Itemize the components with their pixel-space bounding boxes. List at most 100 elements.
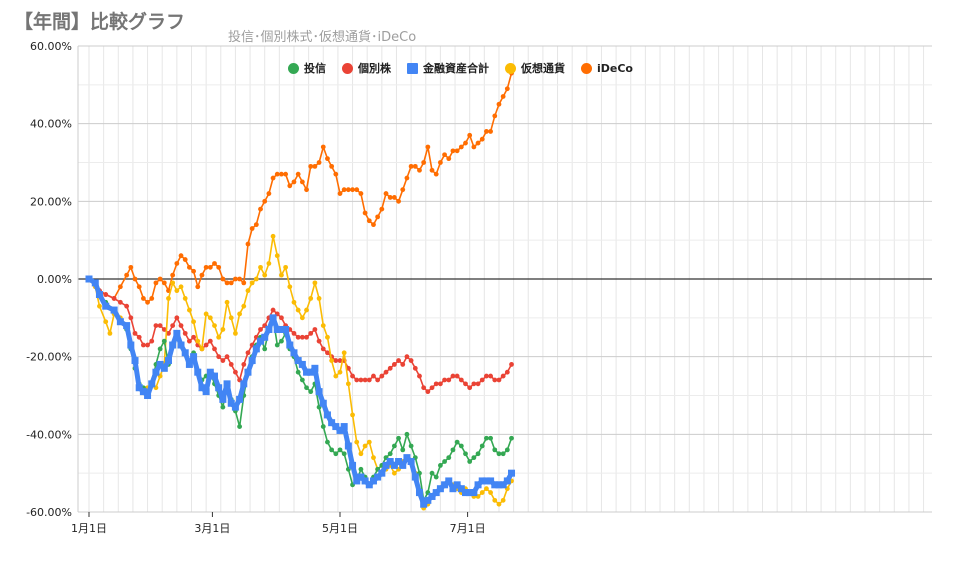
data-point (178, 323, 184, 328)
data-point (458, 443, 464, 449)
data-point (294, 357, 302, 365)
data-point (304, 187, 309, 193)
data-point (274, 253, 280, 259)
data-point (212, 261, 217, 266)
data-point (153, 323, 159, 328)
chart-subtitle: 投信･個別株式･仮想通貨･iDeCo (228, 30, 417, 45)
data-point (277, 325, 285, 333)
data-point (315, 388, 323, 396)
data-point (136, 334, 142, 340)
data-point (450, 148, 456, 154)
data-point (224, 299, 230, 305)
data-point (249, 280, 255, 286)
data-point (446, 377, 452, 383)
data-point (187, 307, 192, 313)
data-point (273, 325, 281, 333)
data-point (408, 163, 414, 169)
data-point (337, 358, 343, 363)
series-line (88, 72, 513, 304)
data-point (228, 315, 234, 321)
data-point (181, 349, 189, 357)
data-point (492, 377, 498, 383)
data-point (396, 358, 401, 363)
data-point (375, 214, 381, 220)
data-point (400, 362, 406, 367)
data-point (396, 198, 401, 204)
data-point (241, 280, 247, 286)
data-point (164, 357, 172, 365)
data-point (295, 369, 301, 375)
data-point (432, 489, 440, 497)
data-point (399, 461, 407, 469)
data-point (233, 369, 238, 375)
data-point (487, 477, 495, 485)
legend-swatch (407, 62, 418, 74)
data-point (316, 338, 322, 344)
data-point (369, 477, 377, 485)
data-point (390, 461, 398, 469)
data-point (509, 362, 514, 367)
data-point (220, 327, 226, 332)
data-point (333, 171, 339, 177)
x-tick-label: 5月1日 (322, 522, 358, 535)
legend-item[interactable]: iDeCo (581, 60, 633, 76)
data-point (174, 261, 180, 266)
data-point (307, 368, 315, 376)
data-point (228, 280, 234, 286)
legend-item[interactable]: 金融資産合計 (407, 60, 489, 76)
data-point (467, 132, 473, 138)
data-point (350, 187, 355, 193)
data-point (187, 264, 192, 270)
data-point (199, 346, 205, 352)
series-3 (85, 275, 516, 508)
y-tick-label: 20.00% (30, 195, 72, 208)
data-point (212, 346, 217, 352)
data-point (325, 334, 330, 340)
data-point (237, 276, 243, 282)
legend-item[interactable]: 仮想通貨 (505, 60, 565, 76)
x-tick-label: 1月1日 (71, 522, 107, 535)
data-point (408, 358, 414, 363)
data-point (495, 481, 503, 489)
data-point (132, 276, 138, 282)
data-point (191, 268, 196, 274)
data-point (492, 447, 498, 453)
data-point (379, 206, 385, 212)
data-point (366, 377, 372, 383)
legend-item[interactable]: 個別株 (342, 60, 391, 76)
data-point (136, 284, 142, 290)
data-point (295, 171, 301, 177)
data-point (492, 497, 498, 503)
legend-item[interactable]: 投信 (288, 60, 326, 76)
data-point (224, 280, 230, 286)
data-point (295, 307, 301, 313)
data-point (403, 454, 411, 462)
data-point (187, 338, 192, 344)
data-point (253, 222, 259, 228)
data-point (270, 175, 276, 181)
data-point (95, 291, 103, 299)
data-point (157, 346, 163, 352)
grid-lines (77, 45, 932, 513)
data-point (379, 373, 385, 379)
data-point (458, 377, 464, 383)
data-point (245, 241, 251, 247)
data-point (220, 358, 226, 363)
data-point (262, 198, 268, 204)
data-point (478, 477, 486, 485)
data-point (131, 357, 139, 365)
data-point (202, 388, 210, 396)
data-point (353, 477, 361, 485)
data-point (216, 334, 222, 340)
data-point (182, 257, 188, 262)
data-point (153, 280, 159, 286)
data-point (362, 210, 368, 216)
data-point (266, 191, 272, 196)
data-point (500, 451, 506, 457)
data-point (361, 477, 369, 485)
data-point (107, 330, 113, 336)
data-point (245, 350, 251, 356)
data-point (329, 358, 335, 363)
data-point (471, 381, 477, 387)
chart-title: 【年間】比較グラフ (14, 11, 186, 33)
